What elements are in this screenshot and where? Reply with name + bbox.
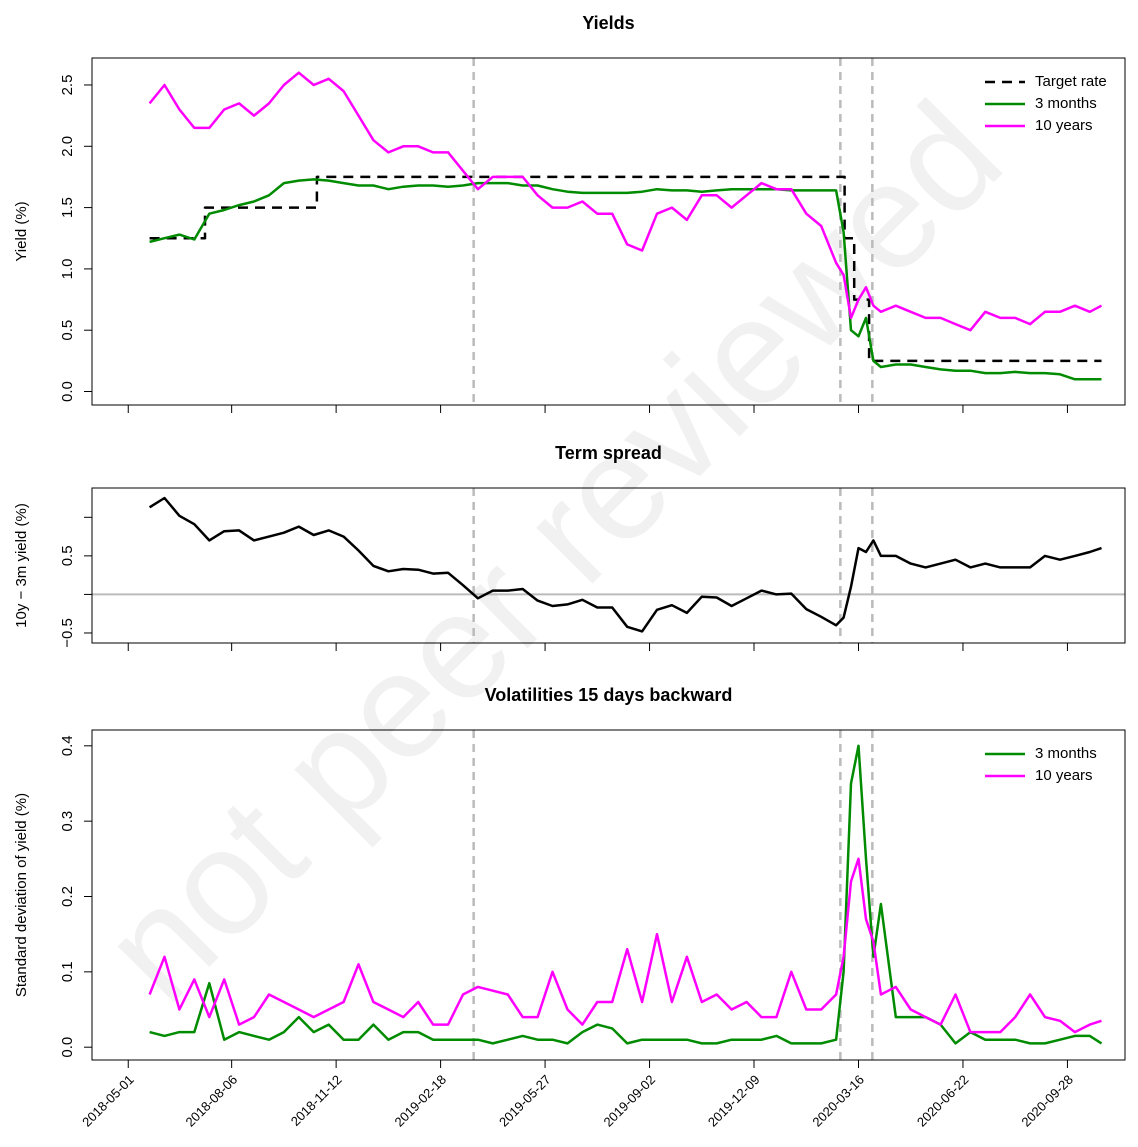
y-tick-label: 0.0	[59, 1037, 76, 1058]
legend-label: 10 years	[1035, 117, 1093, 134]
y-tick-label: 2.5	[59, 75, 76, 96]
y-tick-label: 0.5	[59, 320, 76, 341]
series-line	[148, 496, 1102, 633]
x-tick-label: 2018-11-12	[288, 1072, 345, 1129]
y-tick-label: 0.2	[59, 886, 76, 907]
chart-title: Volatilities 15 days backward	[485, 685, 733, 705]
x-tick-label: 2020-06-22	[914, 1072, 972, 1130]
x-tick-label: 2019-09-02	[600, 1072, 658, 1130]
y-tick-label: 0.5	[59, 545, 76, 566]
chart-title: Term spread	[555, 443, 662, 463]
legend-label: 3 months	[1035, 95, 1097, 112]
series-line	[148, 857, 1102, 1034]
y-tick-label: 0.0	[59, 381, 76, 402]
y-tick-label: −0.5	[59, 618, 76, 648]
y-tick-label: 1.0	[59, 258, 76, 279]
y-tick-label: 0.4	[59, 735, 76, 756]
chart-title: Yields	[582, 13, 634, 33]
x-tick-label: 2020-03-16	[809, 1072, 867, 1130]
x-tick-label: 2018-08-06	[183, 1072, 241, 1130]
watermark: not peer reviewed	[70, 70, 1032, 1032]
x-tick-label: 2019-02-18	[392, 1072, 450, 1130]
y-axis-label: Standard deviation of yield (%)	[13, 793, 30, 997]
y-tick-label: 0.1	[59, 961, 76, 982]
legend-label: 10 years	[1035, 767, 1093, 784]
legend-label: 3 months	[1035, 745, 1097, 762]
series-line	[148, 71, 1103, 332]
y-axis-label: Yield (%)	[13, 201, 30, 261]
plot-frame	[91, 487, 1126, 644]
series-line	[149, 178, 1102, 381]
y-tick-label: 2.0	[59, 136, 76, 157]
y-axis-label: 10y − 3m yield (%)	[13, 503, 30, 628]
legend-label: Target rate	[1035, 73, 1107, 90]
y-tick-label: 1.5	[59, 197, 76, 218]
x-tick-label: 2019-05-27	[496, 1072, 554, 1130]
y-tick-label: 0.3	[59, 811, 76, 832]
x-tick-label: 2018-05-01	[79, 1072, 137, 1130]
series-line	[149, 175, 1102, 363]
x-tick-label: 2019-12-09	[705, 1072, 763, 1130]
plot-frame	[91, 729, 1126, 1061]
plot-frame	[91, 57, 1126, 406]
x-tick-label: 2020-09-28	[1018, 1072, 1076, 1130]
